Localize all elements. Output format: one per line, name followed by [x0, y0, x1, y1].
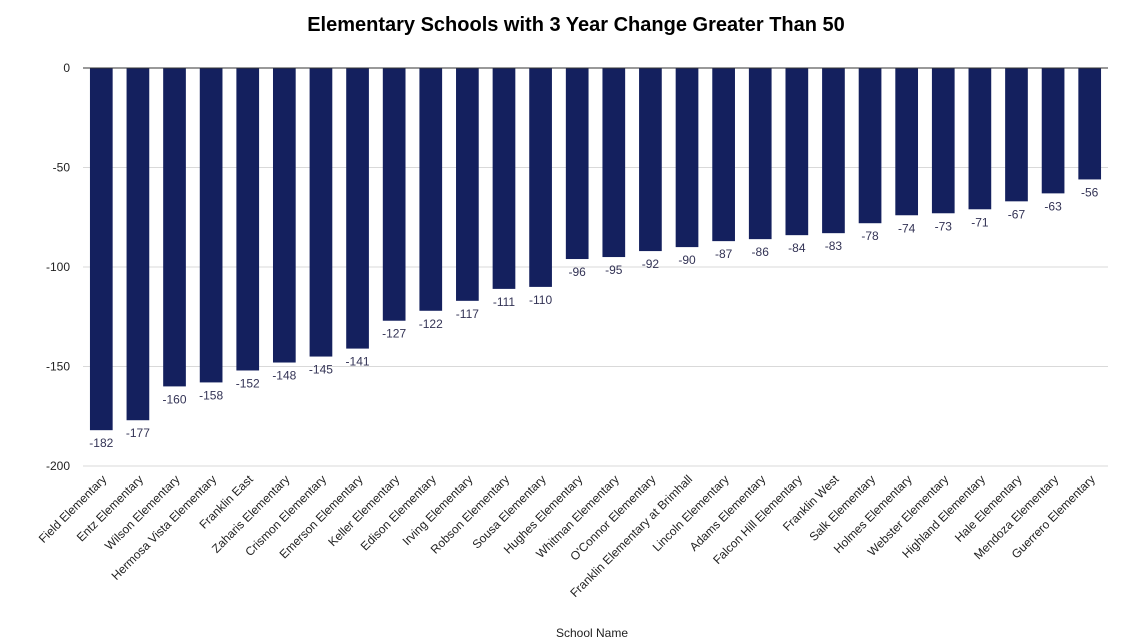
bar — [126, 68, 150, 421]
data-label: -111 — [493, 295, 516, 309]
bar — [1041, 68, 1065, 194]
bar — [419, 68, 443, 311]
bar — [199, 68, 223, 383]
bar — [968, 68, 992, 210]
y-tick-label: 0 — [63, 61, 70, 75]
bar — [712, 68, 735, 242]
bar — [748, 68, 772, 240]
bar — [309, 68, 333, 357]
y-axis-ticks: 0 -50 -100 -150 -200 — [46, 61, 70, 473]
data-label: -95 — [605, 263, 623, 277]
data-label: -145 — [309, 363, 333, 377]
data-label: -182 — [89, 436, 113, 450]
data-label: -86 — [752, 245, 770, 259]
bar — [236, 68, 260, 371]
bar — [602, 68, 626, 258]
chart-title: Elementary Schools with 3 Year Change Gr… — [307, 14, 845, 36]
data-label: -90 — [678, 253, 696, 267]
data-label: -158 — [199, 388, 223, 402]
data-label: -148 — [272, 369, 296, 383]
data-label: -92 — [642, 257, 660, 271]
bar — [565, 68, 589, 260]
x-tick-label: Salk Elementary — [806, 472, 878, 544]
y-tick-label: -200 — [46, 459, 70, 473]
data-label: -152 — [236, 376, 260, 390]
bar — [89, 68, 113, 431]
data-label: -96 — [569, 265, 587, 279]
data-label: -87 — [715, 247, 733, 261]
data-label: -160 — [163, 392, 187, 406]
data-label: -74 — [898, 221, 916, 235]
data-label: -117 — [456, 307, 479, 321]
bar — [492, 68, 516, 289]
bar — [529, 68, 552, 287]
bar — [639, 68, 662, 252]
data-label: -78 — [861, 229, 879, 243]
bar — [163, 68, 186, 387]
bar — [858, 68, 882, 224]
x-axis-title: School Name — [556, 626, 628, 640]
bar — [456, 68, 479, 301]
bar — [346, 68, 369, 349]
data-label: -67 — [1008, 207, 1026, 221]
bars — [89, 68, 1102, 431]
data-label: -56 — [1081, 185, 1099, 199]
bar — [675, 68, 699, 248]
bar — [822, 68, 845, 234]
data-label: -73 — [935, 219, 953, 233]
data-label: -83 — [825, 239, 843, 253]
bar — [785, 68, 809, 236]
bar — [1078, 68, 1102, 180]
bar — [272, 68, 296, 363]
data-label: -71 — [971, 215, 989, 229]
y-tick-label: -100 — [46, 260, 70, 274]
bar — [1005, 68, 1028, 202]
data-label: -84 — [788, 241, 806, 255]
data-label: -177 — [126, 426, 150, 440]
data-labels: -182 -177 -160 -158 -152 -148 -145 -141 -127 -122… — [89, 185, 1098, 450]
bar — [895, 68, 919, 216]
data-label: -141 — [346, 355, 370, 369]
y-tick-label: -150 — [46, 360, 70, 374]
bar — [931, 68, 955, 214]
data-label: -127 — [382, 327, 406, 341]
data-label: -63 — [1044, 199, 1062, 213]
x-tick-label: Entz Elementary — [74, 472, 146, 544]
data-label: -122 — [419, 317, 443, 331]
y-tick-label: -50 — [53, 161, 71, 175]
bar — [382, 68, 406, 321]
data-label: -110 — [529, 293, 552, 307]
